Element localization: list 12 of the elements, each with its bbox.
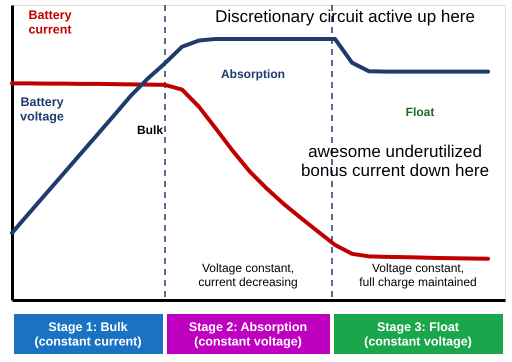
text: Battery current <box>28 8 72 36</box>
annotation: Absorption <box>221 67 285 81</box>
text: Stage 3: Float (constant voltage) <box>364 320 472 348</box>
text: Stage 2: Absorption (constant voltage) <box>188 320 308 348</box>
annotation: Voltage constant, current decreasing <box>198 261 298 289</box>
text: Battery voltage <box>20 95 64 124</box>
annotation: Bulk <box>136 123 164 137</box>
annotation: awesome underutilized bonus current down here <box>300 142 490 180</box>
annotation: Voltage constant, full charge maintained <box>359 261 477 289</box>
text: Stage 1: Bulk (constant current) <box>34 320 142 348</box>
text: Discretionary circuit active up here <box>215 7 475 26</box>
annotation: Float <box>406 105 434 119</box>
